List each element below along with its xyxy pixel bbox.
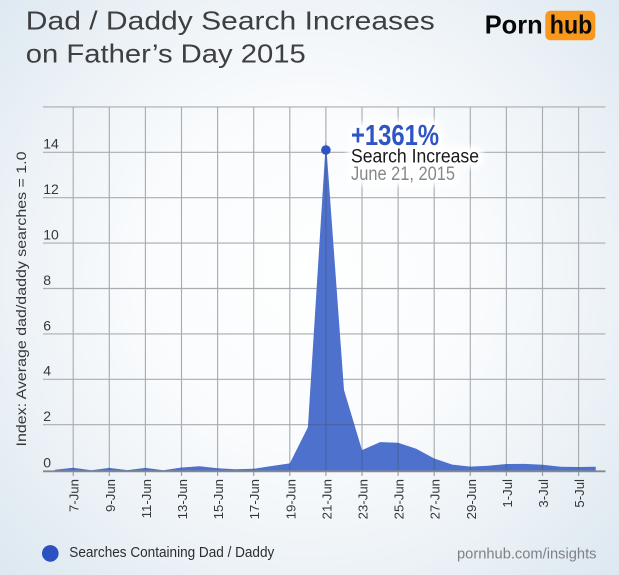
svg-text:+1361%: +1361% bbox=[351, 120, 439, 152]
svg-text:13-Jun: 13-Jun bbox=[175, 479, 190, 519]
svg-text:on Father’s Day 2015: on Father’s Day 2015 bbox=[26, 39, 306, 69]
svg-text:7-Jun: 7-Jun bbox=[67, 479, 82, 512]
svg-text:0: 0 bbox=[43, 455, 51, 471]
svg-text:4: 4 bbox=[43, 363, 51, 379]
svg-text:Search Increase: Search Increase bbox=[351, 147, 479, 168]
svg-text:6: 6 bbox=[43, 317, 51, 333]
svg-text:14: 14 bbox=[43, 136, 59, 152]
svg-text:1-Jul: 1-Jul bbox=[500, 479, 515, 508]
svg-text:12: 12 bbox=[43, 181, 59, 197]
svg-text:+1361%: +1361% bbox=[351, 120, 439, 152]
svg-text:June 21, 2015: June 21, 2015 bbox=[351, 164, 455, 185]
svg-text:19-Jun: 19-Jun bbox=[283, 479, 298, 519]
svg-text:15-Jun: 15-Jun bbox=[211, 479, 226, 519]
svg-text:hub: hub bbox=[550, 9, 593, 39]
svg-text:2: 2 bbox=[43, 408, 51, 424]
svg-text:25-Jun: 25-Jun bbox=[392, 479, 407, 519]
svg-text:21-Jun: 21-Jun bbox=[319, 479, 334, 519]
svg-text:9-Jun: 9-Jun bbox=[103, 479, 118, 512]
svg-text:3-Jul: 3-Jul bbox=[536, 479, 551, 508]
svg-text:Dad / Daddy Search Increases: Dad / Daddy Search Increases bbox=[26, 6, 435, 36]
svg-text:Searches Containing Dad / Dadd: Searches Containing Dad / Daddy bbox=[69, 545, 275, 561]
svg-text:Porn: Porn bbox=[485, 9, 543, 39]
svg-text:8: 8 bbox=[43, 272, 51, 288]
svg-text:5-Jul: 5-Jul bbox=[572, 479, 587, 508]
svg-text:pornhub.com/insights: pornhub.com/insights bbox=[457, 546, 597, 563]
svg-text:23-Jun: 23-Jun bbox=[356, 479, 371, 519]
svg-text:11-Jun: 11-Jun bbox=[139, 479, 154, 518]
svg-text:Index: Average dad/daddy searc: Index: Average dad/daddy searches = 1.0 bbox=[14, 152, 29, 447]
svg-text:17-Jun: 17-Jun bbox=[247, 479, 262, 519]
svg-text:29-Jun: 29-Jun bbox=[464, 479, 479, 519]
svg-text:27-Jun: 27-Jun bbox=[428, 479, 443, 519]
svg-text:10: 10 bbox=[43, 227, 59, 243]
